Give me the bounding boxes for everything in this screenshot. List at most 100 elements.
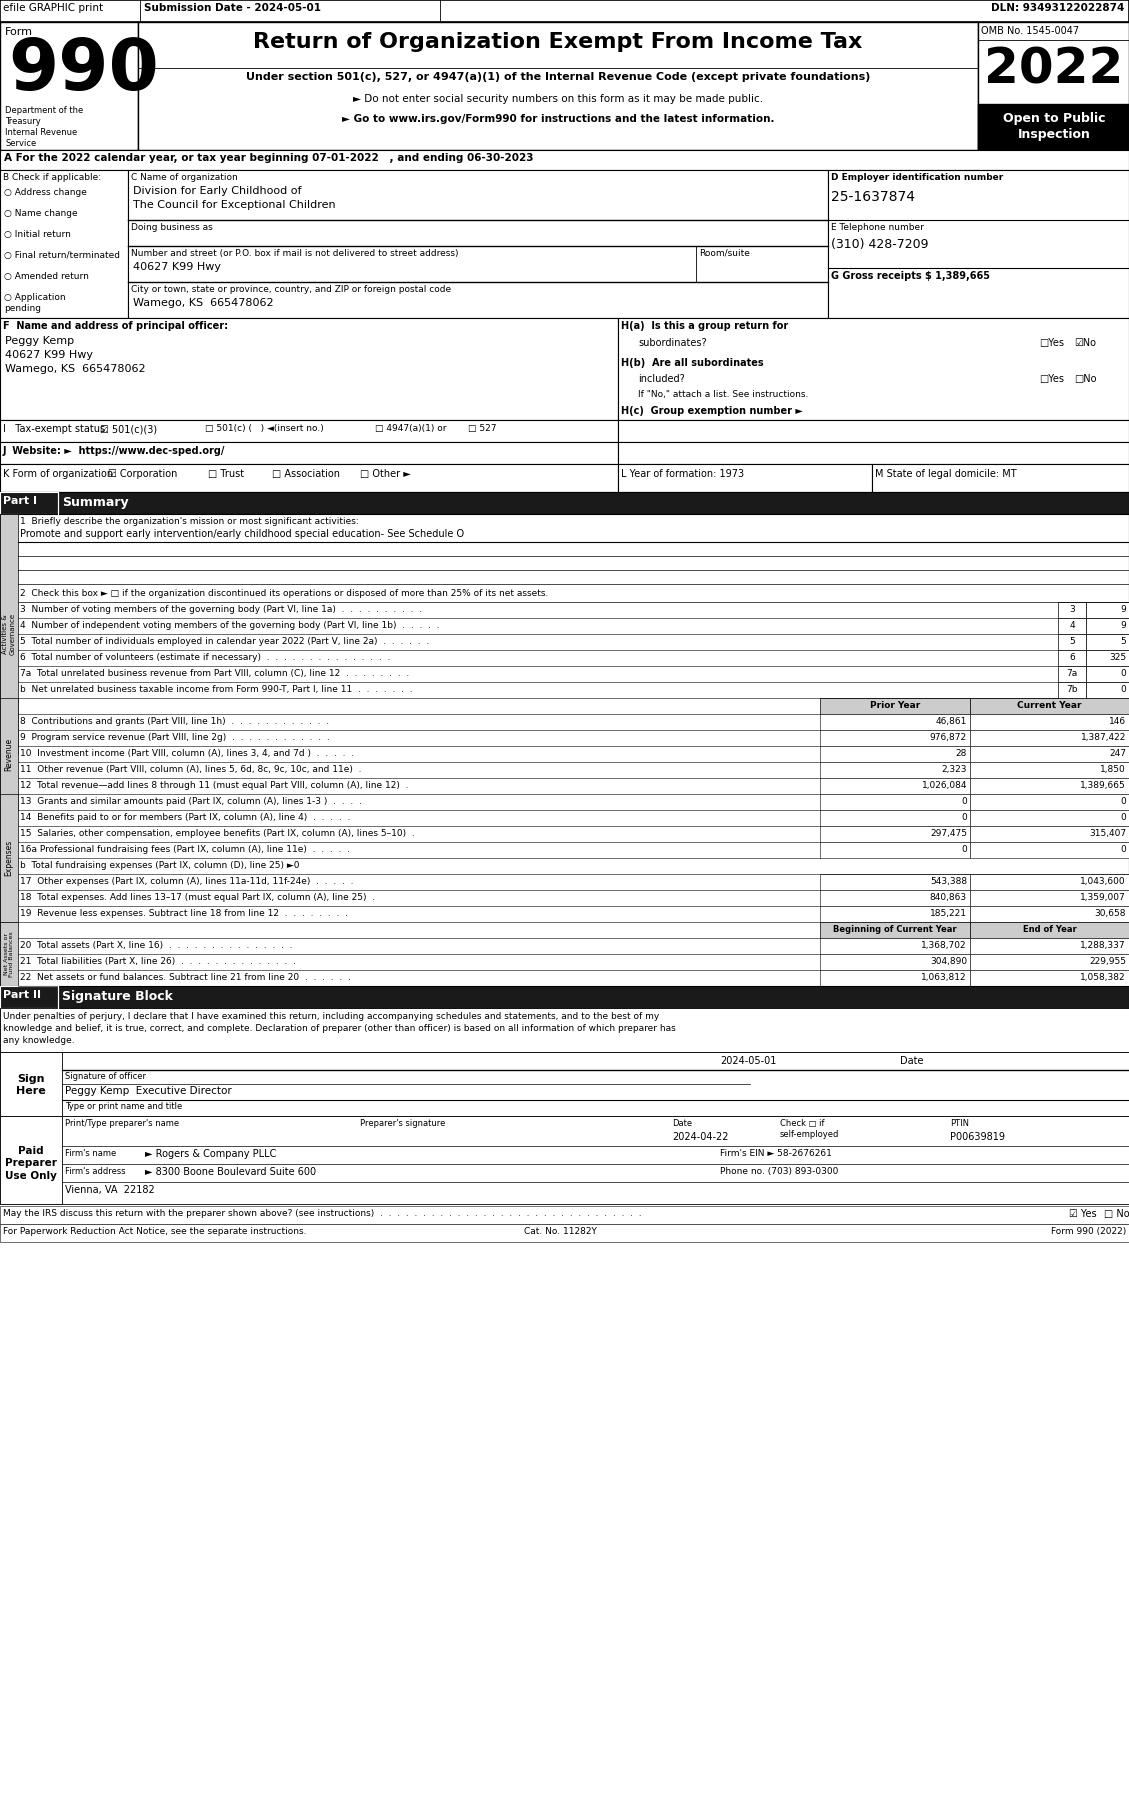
Text: 16a Professional fundraising fees (Part IX, column (A), line 11e)  .  .  .  .  .: 16a Professional fundraising fees (Part … bbox=[20, 845, 350, 854]
Text: 185,221: 185,221 bbox=[930, 909, 968, 918]
Bar bbox=[820, 715, 970, 729]
Bar bbox=[820, 746, 970, 762]
Text: 46,861: 46,861 bbox=[936, 717, 968, 726]
Text: City or town, state or province, country, and ZIP or foreign postal code: City or town, state or province, country… bbox=[131, 285, 452, 294]
Text: Number and street (or P.O. box if mail is not delivered to street address): Number and street (or P.O. box if mail i… bbox=[131, 249, 458, 258]
Text: Firm's address: Firm's address bbox=[65, 1166, 125, 1175]
Text: 247: 247 bbox=[1109, 749, 1126, 758]
Text: ○ Final return/terminated: ○ Final return/terminated bbox=[5, 250, 120, 259]
Text: 0: 0 bbox=[961, 845, 968, 854]
Bar bbox=[820, 778, 970, 795]
Text: Date: Date bbox=[672, 1119, 692, 1128]
Bar bbox=[0, 987, 58, 1009]
Text: ☑ 501(c)(3): ☑ 501(c)(3) bbox=[100, 424, 157, 434]
Text: If "No," attach a list. See instructions.: If "No," attach a list. See instructions… bbox=[638, 390, 808, 399]
Bar bbox=[978, 103, 1129, 172]
Bar bbox=[820, 905, 970, 922]
Bar bbox=[0, 492, 58, 513]
Text: 146: 146 bbox=[1109, 717, 1126, 726]
Text: Print/Type preparer's name: Print/Type preparer's name bbox=[65, 1119, 180, 1128]
Text: 4  Number of independent voting members of the governing body (Part VI, line 1b): 4 Number of independent voting members o… bbox=[20, 620, 439, 629]
Text: 5  Total number of individuals employed in calendar year 2022 (Part V, line 2a) : 5 Total number of individuals employed i… bbox=[20, 637, 429, 646]
Bar bbox=[0, 22, 138, 151]
Text: Phone no. (703) 893-0300: Phone no. (703) 893-0300 bbox=[720, 1166, 839, 1175]
Text: Submission Date - 2024-05-01: Submission Date - 2024-05-01 bbox=[145, 4, 321, 13]
Text: 5: 5 bbox=[1069, 637, 1075, 646]
Text: Return of Organization Exempt From Income Tax: Return of Organization Exempt From Incom… bbox=[253, 33, 863, 53]
Text: 1  Briefly describe the organization's mission or most significant activities:: 1 Briefly describe the organization's mi… bbox=[20, 517, 359, 526]
Bar bbox=[970, 842, 1129, 858]
Text: Firm's EIN ► 58-2676261: Firm's EIN ► 58-2676261 bbox=[720, 1148, 832, 1157]
Text: 0: 0 bbox=[1120, 796, 1126, 805]
Text: M State of legal domicile: MT: M State of legal domicile: MT bbox=[875, 470, 1016, 479]
Bar bbox=[970, 729, 1129, 746]
Text: 315,407: 315,407 bbox=[1088, 829, 1126, 838]
Text: 543,388: 543,388 bbox=[930, 876, 968, 885]
Text: P00639819: P00639819 bbox=[949, 1132, 1005, 1143]
Text: 13  Grants and similar amounts paid (Part IX, column (A), lines 1-3 )  .  .  .  : 13 Grants and similar amounts paid (Part… bbox=[20, 796, 362, 805]
Bar bbox=[0, 1116, 1129, 1204]
Text: 1,026,084: 1,026,084 bbox=[921, 782, 968, 791]
Text: Part I: Part I bbox=[3, 495, 37, 506]
Text: 8  Contributions and grants (Part VIII, line 1h)  .  .  .  .  .  .  .  .  .  .  : 8 Contributions and grants (Part VIII, l… bbox=[20, 717, 330, 726]
Text: 11  Other revenue (Part VIII, column (A), lines 5, 6d, 8c, 9c, 10c, and 11e)  .: 11 Other revenue (Part VIII, column (A),… bbox=[20, 766, 361, 775]
Bar bbox=[820, 795, 970, 811]
Bar bbox=[970, 746, 1129, 762]
Bar bbox=[820, 938, 970, 954]
Text: ☑ Yes: ☑ Yes bbox=[1069, 1208, 1096, 1219]
Text: 1,387,422: 1,387,422 bbox=[1080, 733, 1126, 742]
Text: subordinates?: subordinates? bbox=[638, 337, 707, 348]
Bar bbox=[0, 698, 18, 811]
Text: Wamego, KS  665478062: Wamego, KS 665478062 bbox=[5, 365, 146, 374]
Text: 2022: 2022 bbox=[984, 45, 1123, 94]
Bar bbox=[0, 795, 18, 922]
Text: ► Go to www.irs.gov/Form990 for instructions and the latest information.: ► Go to www.irs.gov/Form990 for instruct… bbox=[342, 114, 774, 123]
Bar bbox=[618, 464, 872, 492]
Text: OMB No. 1545-0047: OMB No. 1545-0047 bbox=[981, 25, 1079, 36]
Text: 2024-04-22: 2024-04-22 bbox=[672, 1132, 728, 1143]
Text: 976,872: 976,872 bbox=[930, 733, 968, 742]
Bar bbox=[970, 698, 1129, 715]
Bar bbox=[0, 317, 618, 421]
Text: Preparer's signature: Preparer's signature bbox=[360, 1119, 445, 1128]
Bar bbox=[0, 421, 618, 443]
Text: 40627 K99 Hwy: 40627 K99 Hwy bbox=[133, 261, 221, 272]
Bar bbox=[618, 317, 1129, 421]
Text: Open to Public
Inspection: Open to Public Inspection bbox=[1003, 112, 1105, 141]
Bar bbox=[872, 464, 1129, 492]
Bar bbox=[1086, 619, 1129, 635]
Text: Sign
Here: Sign Here bbox=[16, 1074, 46, 1096]
Text: Cat. No. 11282Y: Cat. No. 11282Y bbox=[524, 1226, 596, 1235]
Bar bbox=[1086, 666, 1129, 682]
Text: 1,389,665: 1,389,665 bbox=[1080, 782, 1126, 791]
Text: 5: 5 bbox=[1120, 637, 1126, 646]
Text: □ 501(c) (   ) ◄(insert no.): □ 501(c) ( ) ◄(insert no.) bbox=[205, 424, 324, 434]
Text: Net Assets or
Fund Balances: Net Assets or Fund Balances bbox=[3, 931, 15, 976]
Bar bbox=[0, 171, 128, 317]
Text: Department of the
Treasury
Internal Revenue
Service: Department of the Treasury Internal Reve… bbox=[5, 105, 84, 149]
Text: 22  Net assets or fund balances. Subtract line 21 from line 20  .  .  .  .  .  .: 22 Net assets or fund balances. Subtract… bbox=[20, 972, 351, 981]
Text: 1,063,812: 1,063,812 bbox=[921, 972, 968, 981]
Bar bbox=[1086, 649, 1129, 666]
Text: □ Trust: □ Trust bbox=[208, 470, 244, 479]
Text: □No: □No bbox=[1074, 374, 1096, 385]
Text: □ No: □ No bbox=[1104, 1208, 1129, 1219]
Text: Current Year: Current Year bbox=[1017, 700, 1082, 709]
Bar bbox=[0, 1224, 1129, 1243]
Text: ○ Address change: ○ Address change bbox=[5, 189, 87, 198]
Text: ○ Initial return: ○ Initial return bbox=[5, 230, 71, 239]
Text: Under penalties of perjury, I declare that I have examined this return, includin: Under penalties of perjury, I declare th… bbox=[3, 1012, 659, 1021]
Text: Peggy Kemp  Executive Director: Peggy Kemp Executive Director bbox=[65, 1087, 231, 1096]
Bar bbox=[1058, 619, 1086, 635]
Text: Part II: Part II bbox=[3, 990, 41, 1000]
Bar bbox=[820, 891, 970, 905]
Bar bbox=[820, 811, 970, 825]
Text: Vienna, VA  22182: Vienna, VA 22182 bbox=[65, 1185, 155, 1195]
Text: ○ Application
pending: ○ Application pending bbox=[5, 294, 65, 314]
Bar bbox=[1086, 682, 1129, 698]
Bar bbox=[820, 954, 970, 970]
Bar bbox=[970, 762, 1129, 778]
Bar bbox=[970, 795, 1129, 811]
Bar bbox=[1086, 602, 1129, 619]
Text: □ 4947(a)(1) or: □ 4947(a)(1) or bbox=[375, 424, 446, 434]
